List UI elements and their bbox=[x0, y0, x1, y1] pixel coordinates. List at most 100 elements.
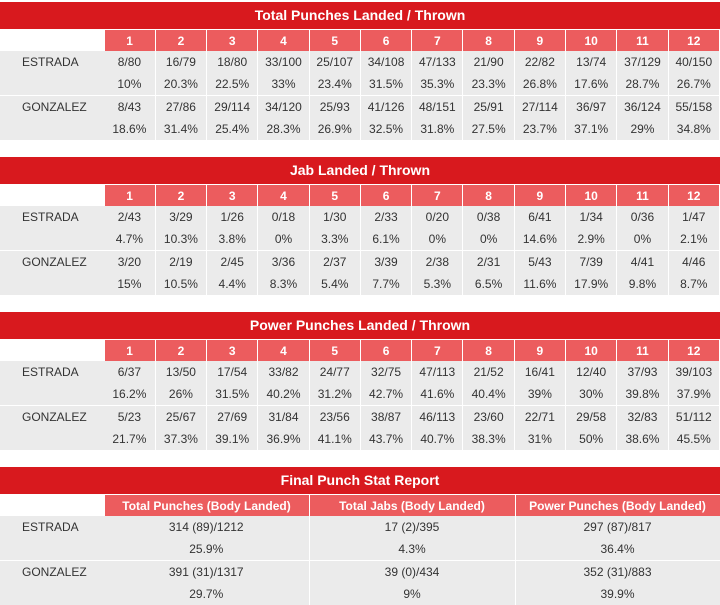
landed-cell: 2/37 bbox=[309, 250, 361, 273]
pct-cell: 35.3% bbox=[411, 73, 464, 96]
pct-cell: 17.9% bbox=[565, 273, 618, 295]
header-blank bbox=[0, 185, 105, 206]
pct-cell: 9.8% bbox=[616, 273, 669, 295]
pct-cell: 23.7% bbox=[514, 118, 567, 140]
landed-cell: 34/120 bbox=[257, 95, 310, 118]
landed-cell: 37/129 bbox=[616, 51, 669, 73]
pct-cell: 14.6% bbox=[514, 228, 567, 251]
pct-cell: 22.5% bbox=[206, 73, 259, 96]
round-header: 5 bbox=[309, 340, 361, 361]
landed-cell: 29/58 bbox=[565, 405, 618, 428]
landed-cell: 22/82 bbox=[514, 51, 567, 73]
pct-cell: 40.2% bbox=[257, 383, 310, 406]
pct-cell: 8.3% bbox=[257, 273, 310, 295]
landed-cell: 3/39 bbox=[360, 250, 413, 273]
section-title: Total Punches Landed / Thrown bbox=[0, 2, 720, 30]
fighter-name-blank bbox=[0, 273, 104, 295]
landed-cell: 18/80 bbox=[206, 51, 259, 73]
round-header: 7 bbox=[411, 185, 464, 206]
landed-cell: 25/107 bbox=[309, 51, 361, 73]
round-header: 6 bbox=[360, 340, 413, 361]
round-header: 12 bbox=[668, 185, 720, 206]
round-header: 7 bbox=[411, 340, 464, 361]
landed-cell: 0/36 bbox=[616, 206, 669, 228]
pct-cell: 27.5% bbox=[462, 118, 515, 140]
landed-cell: 6/41 bbox=[514, 206, 567, 228]
pct-cell: 45.5% bbox=[668, 428, 720, 450]
landed-cell: 16/41 bbox=[514, 361, 567, 383]
pct-cell: 4.7% bbox=[104, 228, 156, 251]
pct-cell: 34.8% bbox=[668, 118, 720, 140]
pct-cell: 4.4% bbox=[206, 273, 259, 295]
column-header-total-jabs: Total Jabs (Body Landed) bbox=[309, 495, 516, 516]
pct-cell: 31.2% bbox=[309, 383, 361, 406]
pct-cell: 6.5% bbox=[462, 273, 515, 295]
power-punches-value: 352 (31)/883 bbox=[515, 560, 720, 583]
pct-cell: 16.2% bbox=[104, 383, 156, 406]
pct-cell: 38.3% bbox=[462, 428, 515, 450]
fighter-name-blank bbox=[0, 228, 104, 251]
fighter-name: ESTRADA bbox=[0, 516, 104, 538]
fighter-name-blank bbox=[0, 583, 104, 605]
landed-cell: 23/56 bbox=[309, 405, 361, 428]
round-header: 3 bbox=[206, 340, 259, 361]
landed-cell: 25/67 bbox=[155, 405, 208, 428]
landed-cell: 41/126 bbox=[360, 95, 413, 118]
round-header: 6 bbox=[360, 30, 413, 51]
landed-cell: 48/151 bbox=[411, 95, 464, 118]
pct-cell: 31.5% bbox=[360, 73, 413, 96]
pct-cell: 17.6% bbox=[565, 73, 618, 96]
landed-cell: 27/114 bbox=[514, 95, 567, 118]
landed-cell: 47/133 bbox=[411, 51, 464, 73]
power-punches-value: 297 (87)/817 bbox=[515, 516, 720, 538]
pct-cell: 26.9% bbox=[309, 118, 361, 140]
power-punches-table: 1 2 3 4 5 6 7 8 9 10 11 12 ESTRADA 6/37 … bbox=[0, 340, 720, 450]
pct-cell: 26.8% bbox=[514, 73, 567, 96]
header-blank bbox=[0, 30, 105, 51]
total-jabs-pct: 4.3% bbox=[309, 538, 516, 561]
pct-cell: 21.7% bbox=[104, 428, 156, 450]
landed-cell: 12/40 bbox=[565, 361, 618, 383]
pct-cell: 42.7% bbox=[360, 383, 413, 406]
fighter-name-blank bbox=[0, 383, 104, 406]
pct-cell: 39.1% bbox=[206, 428, 259, 450]
pct-cell: 10.5% bbox=[155, 273, 208, 295]
landed-cell: 17/54 bbox=[206, 361, 259, 383]
pct-cell: 20.3% bbox=[155, 73, 208, 96]
landed-cell: 38/87 bbox=[360, 405, 413, 428]
landed-cell: 33/100 bbox=[257, 51, 310, 73]
header-blank bbox=[0, 340, 105, 361]
landed-cell: 2/38 bbox=[411, 250, 464, 273]
round-header: 9 bbox=[514, 185, 567, 206]
round-header: 11 bbox=[616, 185, 669, 206]
power-punches-pct: 36.4% bbox=[515, 538, 720, 561]
pct-cell: 0% bbox=[462, 228, 515, 251]
pct-cell: 5.3% bbox=[411, 273, 464, 295]
pct-cell: 31.5% bbox=[206, 383, 259, 406]
landed-cell: 2/19 bbox=[155, 250, 208, 273]
landed-cell: 37/93 bbox=[616, 361, 669, 383]
landed-cell: 1/26 bbox=[206, 206, 259, 228]
landed-cell: 3/29 bbox=[155, 206, 208, 228]
section-title: Final Punch Stat Report bbox=[0, 467, 720, 495]
round-header: 4 bbox=[257, 340, 310, 361]
pct-cell: 6.1% bbox=[360, 228, 413, 251]
landed-cell: 36/97 bbox=[565, 95, 618, 118]
pct-cell: 37.1% bbox=[565, 118, 618, 140]
round-header: 2 bbox=[155, 30, 208, 51]
landed-cell: 29/114 bbox=[206, 95, 259, 118]
landed-cell: 21/52 bbox=[462, 361, 515, 383]
landed-cell: 6/37 bbox=[104, 361, 156, 383]
total-jabs-pct: 9% bbox=[309, 583, 516, 605]
pct-cell: 8.7% bbox=[668, 273, 720, 295]
section-title: Power Punches Landed / Thrown bbox=[0, 312, 720, 340]
pct-cell: 10.3% bbox=[155, 228, 208, 251]
round-header: 10 bbox=[565, 30, 618, 51]
round-header: 1 bbox=[104, 340, 156, 361]
landed-cell: 3/36 bbox=[257, 250, 310, 273]
fighter-name-blank bbox=[0, 118, 104, 140]
round-header: 9 bbox=[514, 30, 567, 51]
pct-cell: 32.5% bbox=[360, 118, 413, 140]
round-header: 1 bbox=[104, 30, 156, 51]
